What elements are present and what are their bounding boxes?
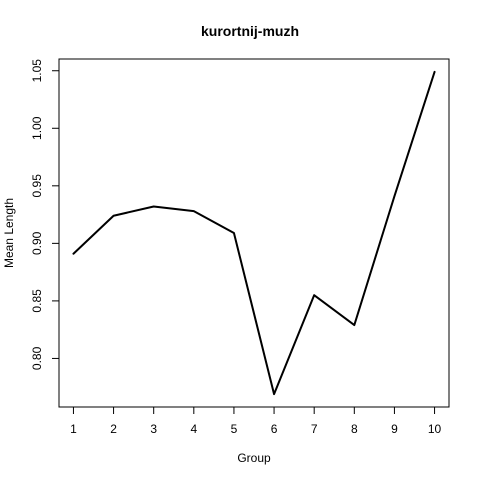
x-tick-label: 2 <box>110 422 117 436</box>
chart-title: kurortnij-muzh <box>201 23 299 39</box>
series-line <box>72 70 436 396</box>
x-tick-label: 4 <box>190 422 197 436</box>
x-tick-label: 10 <box>428 422 442 436</box>
plot-frame <box>58 58 450 408</box>
y-tick-label: 0.90 <box>30 231 44 255</box>
series-layer <box>72 70 436 396</box>
x-tick-label: 6 <box>271 422 278 436</box>
y-tick-label: 1.00 <box>30 116 44 140</box>
y-tick-label: 0.80 <box>30 346 44 370</box>
y-axis: 0.80 0.85 0.90 0.95 1.00 1.05 <box>30 59 60 370</box>
x-axis: 1 2 3 4 5 6 7 8 9 10 <box>70 406 442 436</box>
x-tick-label: 5 <box>231 422 238 436</box>
x-tick-label: 9 <box>391 422 398 436</box>
x-tick-label: 8 <box>351 422 358 436</box>
y-axis-label: Mean Length <box>2 198 16 268</box>
y-tick-label: 0.85 <box>30 289 44 313</box>
x-tick-label: 3 <box>150 422 157 436</box>
y-tick-label: 0.95 <box>30 174 44 198</box>
x-axis-label: Group <box>237 451 271 465</box>
y-tick-label: 1.05 <box>30 59 44 83</box>
x-tick-label: 1 <box>70 422 77 436</box>
x-tick-label: 7 <box>311 422 318 436</box>
